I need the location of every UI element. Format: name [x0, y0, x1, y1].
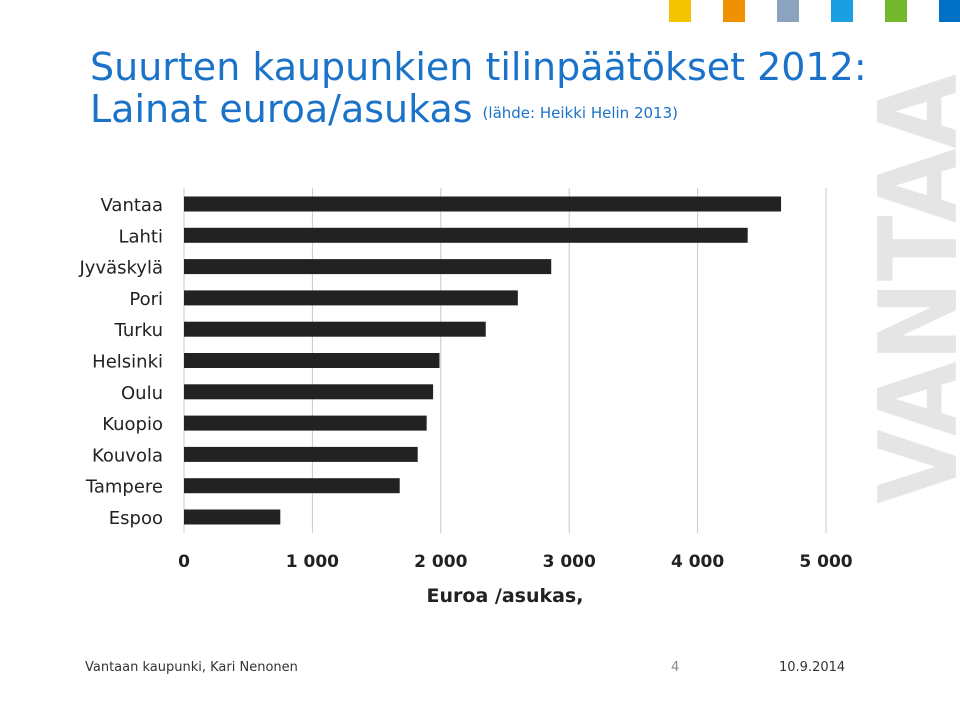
x-tick-label: 0 — [178, 552, 190, 572]
accent-square — [777, 0, 799, 22]
slide-title: Suurten kaupunkien tilinpäätökset 2012: … — [90, 46, 867, 134]
bar-vantaa — [184, 196, 782, 212]
bar-kouvola — [184, 446, 418, 462]
bar-helsinki — [184, 353, 440, 368]
category-label: Tampere — [85, 477, 163, 498]
bar-tampere — [184, 478, 400, 494]
category-label: Turku — [114, 320, 163, 341]
x-tick-label: 5 000 — [799, 552, 852, 572]
category-label: Jyväskylä — [79, 258, 164, 279]
title-line-2: Lainat euroa/asukas — [90, 87, 473, 131]
title-line-1: Suurten kaupunkien tilinpäätökset 2012: — [90, 45, 867, 89]
category-label: Helsinki — [92, 352, 163, 373]
bar-lahti — [184, 227, 748, 243]
accent-square — [723, 0, 745, 22]
page-number: 4 — [671, 660, 680, 675]
category-label: Pori — [129, 289, 163, 310]
bar-pori — [184, 290, 518, 306]
category-label: Espoo — [109, 508, 163, 529]
x-tick-label: 1 000 — [286, 552, 339, 572]
category-label: Vantaa — [101, 195, 163, 216]
x-axis-label: Euroa /asukas, — [427, 585, 584, 607]
x-tick-label: 2 000 — [414, 552, 467, 572]
x-tick-label: 3 000 — [543, 552, 596, 572]
bar-turku — [184, 321, 486, 337]
source-note: (lähde: Heikki Helin 2013) — [482, 104, 678, 122]
bar-oulu — [184, 384, 434, 400]
footer-author: Vantaan kaupunki, Kari Nenonen — [85, 660, 298, 675]
category-label: Kuopio — [102, 414, 163, 435]
bar-jyväskylä — [184, 259, 552, 275]
accent-square — [885, 0, 907, 22]
x-tick-label: 4 000 — [671, 552, 724, 572]
vantaa-watermark: VANTAA — [872, 74, 960, 504]
watermark-text: VANTAA — [872, 74, 960, 504]
accent-square — [831, 0, 853, 22]
bar-kuopio — [184, 415, 427, 431]
accent-square — [939, 0, 960, 22]
footer-date: 10.9.2014 — [779, 660, 846, 675]
accent-square — [669, 0, 691, 22]
bar-espoo — [184, 509, 281, 525]
category-label: Kouvola — [92, 445, 163, 466]
accent-squares — [669, 0, 960, 24]
category-label: Lahti — [118, 226, 163, 247]
category-label: Oulu — [121, 383, 163, 404]
